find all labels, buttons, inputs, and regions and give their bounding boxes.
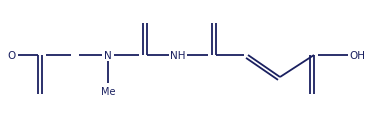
Text: Me: Me — [101, 86, 115, 96]
Text: N: N — [104, 51, 112, 60]
Text: NH: NH — [170, 51, 186, 60]
Text: OH: OH — [349, 51, 365, 60]
Text: O: O — [8, 51, 16, 60]
